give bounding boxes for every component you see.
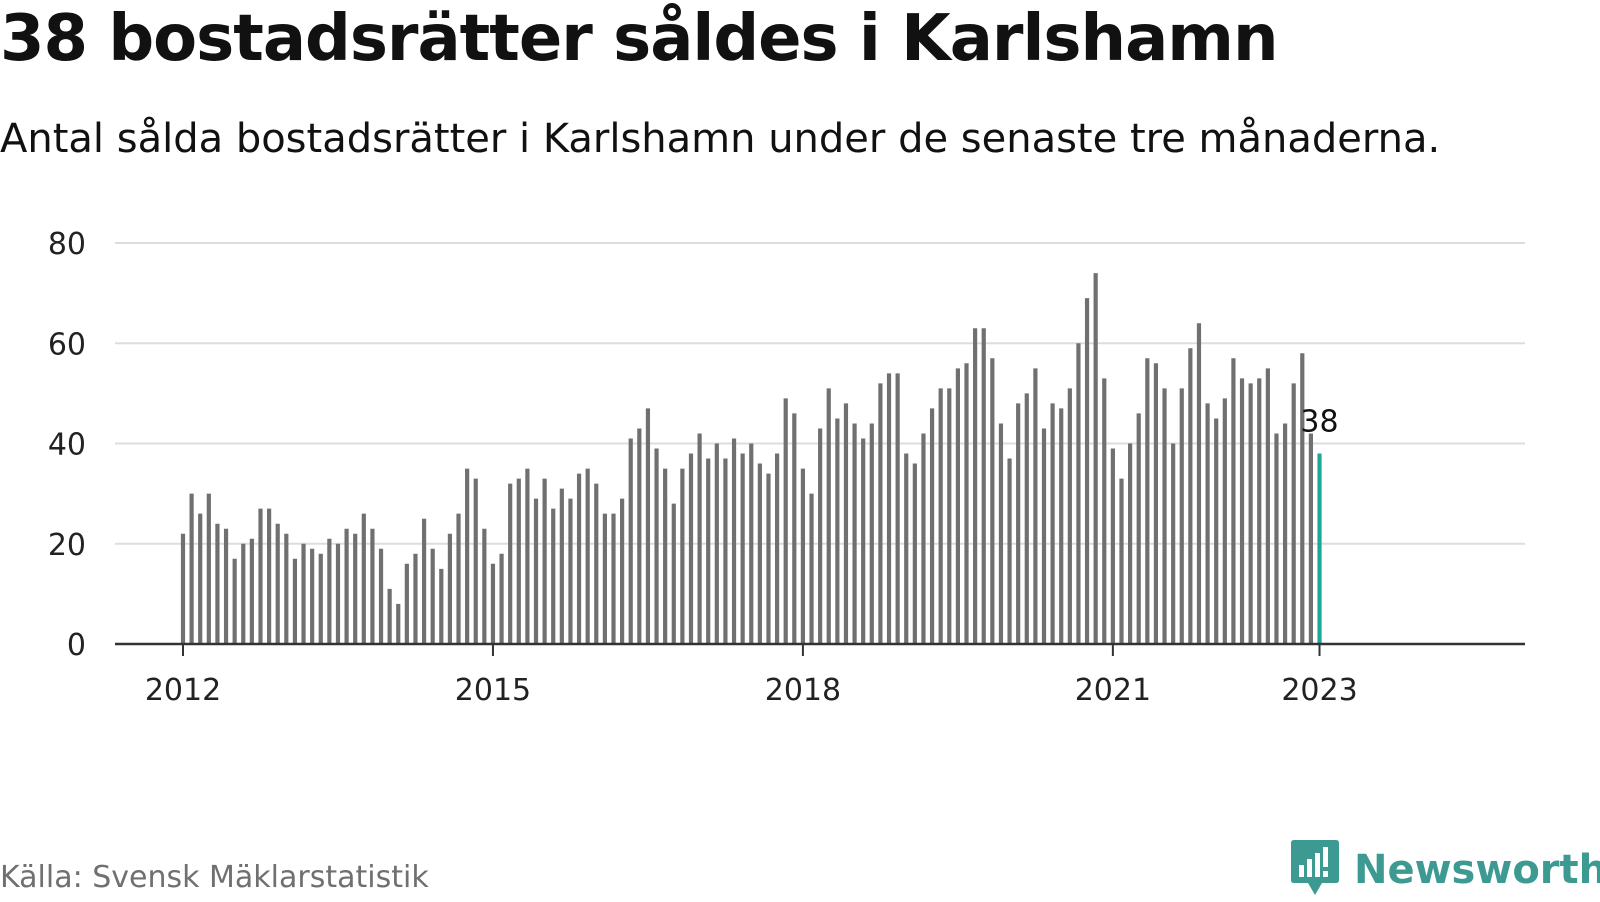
- x-tick-label: 2023: [1281, 673, 1357, 708]
- bars: [180, 273, 1322, 644]
- x-tick-label: 2012: [145, 673, 221, 708]
- y-tick-label: 20: [48, 528, 86, 563]
- x-tick-label: 2015: [455, 673, 531, 708]
- chart-subtitle: Antal sålda bostadsrätter i Karlshamn un…: [0, 116, 1441, 162]
- last-value-label: 38: [1300, 405, 1338, 440]
- y-tick-label: 80: [48, 227, 86, 262]
- y-axis-ticks: 0 20 40 60 80: [48, 227, 86, 663]
- source-note: Källa: Svensk Mäklarstatistik: [0, 860, 429, 895]
- chart-title: 38 bostadsrätter såldes i Karlshamn: [0, 2, 1278, 76]
- x-axis-ticks: 2012 2015 2018 2021 2023: [145, 644, 1358, 708]
- brand-name: Newsworthy: [1354, 847, 1600, 893]
- y-tick-label: 0: [67, 628, 86, 663]
- newsworthy-logo-icon: [1290, 838, 1340, 902]
- bar-chart: 0 20 40 60 80 2012 2015 2018 2021 2023 38: [48, 227, 1525, 708]
- x-tick-label: 2021: [1075, 673, 1151, 708]
- brand-logo: Newsworthy: [1290, 840, 1600, 900]
- y-tick-label: 40: [48, 428, 86, 463]
- x-tick-label: 2018: [765, 673, 841, 708]
- y-tick-label: 60: [48, 327, 86, 362]
